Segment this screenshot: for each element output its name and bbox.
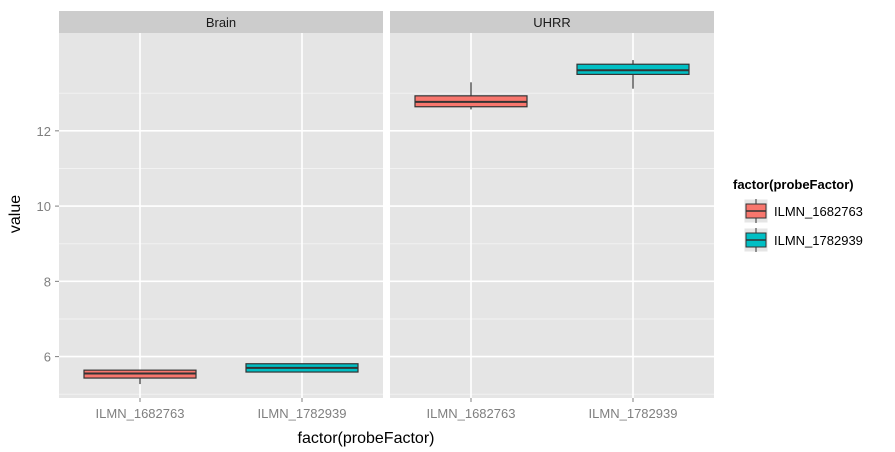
x-tick-label: ILMN_1782939 xyxy=(258,406,347,421)
x-tick-label: ILMN_1782939 xyxy=(589,406,678,421)
box-uhrr-ilmn_1682763 xyxy=(414,82,528,110)
legend-key xyxy=(743,198,769,224)
panel-background xyxy=(59,33,383,398)
legend-title: factor(probeFactor) xyxy=(733,177,854,192)
y-tick-label: 10 xyxy=(37,199,51,214)
y-tick-label: 6 xyxy=(44,350,51,365)
facet-panel-brain: Brain xyxy=(59,11,383,398)
legend-key xyxy=(743,227,769,253)
facet-strip-label: Brain xyxy=(206,15,236,30)
y-tick-label: 8 xyxy=(44,274,51,289)
x-tick-label: ILMN_1682763 xyxy=(96,406,185,421)
x-tick-label: ILMN_1682763 xyxy=(427,406,516,421)
facet-strip-label: UHRR xyxy=(533,15,571,30)
legend-label: ILMN_1682763 xyxy=(774,204,863,219)
facet-strip xyxy=(390,11,714,33)
facet-strip xyxy=(59,11,383,33)
y-tick-label: 12 xyxy=(37,124,51,139)
legend-label: ILMN_1782939 xyxy=(774,233,863,248)
x-axis-title: factor(probeFactor) xyxy=(298,430,435,447)
box-brain-ilmn_1682763 xyxy=(83,369,197,385)
panel-background xyxy=(390,33,714,398)
y-axis-title: value xyxy=(7,195,24,233)
box-brain-ilmn_1782939 xyxy=(245,363,359,373)
facet-panel-uhrr: UHRR xyxy=(390,11,714,398)
box-uhrr-ilmn_1782939 xyxy=(576,60,690,89)
